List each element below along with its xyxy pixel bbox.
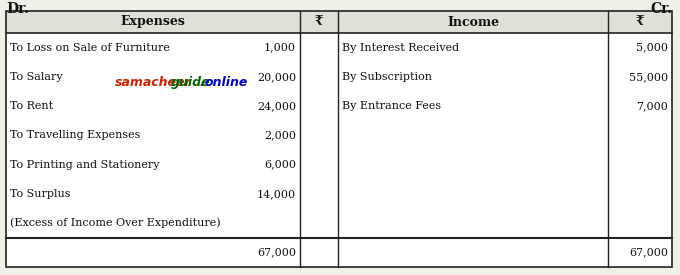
Text: To Surplus: To Surplus [10, 189, 71, 199]
Text: ₹: ₹ [315, 15, 323, 29]
Text: 67,000: 67,000 [629, 248, 668, 257]
Text: To Printing and Stationery: To Printing and Stationery [10, 160, 160, 170]
Text: 5,000: 5,000 [636, 43, 668, 53]
Text: Income: Income [447, 15, 499, 29]
Text: 7,000: 7,000 [636, 101, 668, 111]
Text: guide: guide [171, 76, 211, 89]
Text: (Excess of Income Over Expenditure): (Excess of Income Over Expenditure) [10, 218, 220, 229]
Text: Expenses: Expenses [120, 15, 186, 29]
Bar [6, 11, 672, 33]
Text: To Travelling Expenses: To Travelling Expenses [10, 130, 140, 140]
Text: samacheer: samacheer [115, 76, 192, 89]
Text: 67,000: 67,000 [257, 248, 296, 257]
Text: .: . [199, 76, 204, 89]
Text: To Loss on Sale of Furniture: To Loss on Sale of Furniture [10, 43, 170, 53]
Text: 14,000: 14,000 [257, 189, 296, 199]
Text: 6,000: 6,000 [264, 160, 296, 170]
Text: 20,000: 20,000 [257, 72, 296, 82]
Text: By Entrance Fees: By Entrance Fees [342, 101, 441, 111]
Text: 55,000: 55,000 [629, 72, 668, 82]
Text: To Rent: To Rent [10, 101, 53, 111]
Text: To Salary: To Salary [10, 72, 63, 82]
Text: Dr.: Dr. [6, 2, 29, 16]
Text: By Subscription: By Subscription [342, 72, 432, 82]
Text: By Interest Received: By Interest Received [342, 43, 459, 53]
Text: 24,000: 24,000 [257, 101, 296, 111]
Text: 2,000: 2,000 [264, 130, 296, 140]
Text: Cr.: Cr. [650, 2, 672, 16]
Text: online: online [205, 76, 248, 89]
Text: 1,000: 1,000 [264, 43, 296, 53]
Text: ₹: ₹ [636, 15, 645, 29]
